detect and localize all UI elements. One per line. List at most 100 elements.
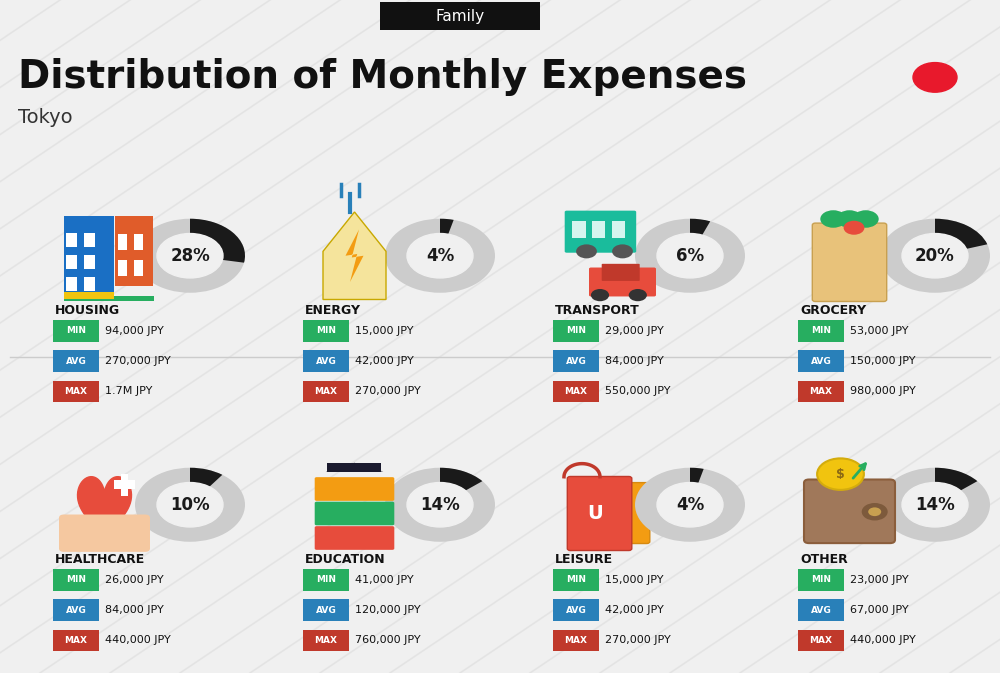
Text: Distribution of Monthly Expenses: Distribution of Monthly Expenses [18,59,747,96]
Text: 15,000 JPY: 15,000 JPY [355,326,414,336]
Bar [66,233,77,247]
Wedge shape [880,219,990,293]
Circle shape [576,244,597,258]
Wedge shape [440,468,482,491]
Circle shape [868,507,881,516]
Circle shape [836,210,862,227]
Circle shape [612,244,633,258]
Text: 67,000 JPY: 67,000 JPY [850,605,909,615]
Wedge shape [635,468,745,542]
Text: MIN: MIN [66,575,86,584]
Polygon shape [323,212,386,299]
Text: MAX: MAX [565,387,588,396]
Text: 29,000 JPY: 29,000 JPY [605,326,664,336]
Circle shape [820,210,846,227]
FancyBboxPatch shape [53,569,99,591]
FancyBboxPatch shape [315,501,394,526]
Bar [115,217,153,287]
FancyBboxPatch shape [553,320,599,342]
Bar [84,233,95,247]
Text: 120,000 JPY: 120,000 JPY [355,605,421,615]
Text: AVG: AVG [811,357,831,365]
Wedge shape [690,468,704,483]
Text: 53,000 JPY: 53,000 JPY [850,326,909,336]
Circle shape [844,221,864,235]
Circle shape [913,63,957,92]
Text: MAX: MAX [810,636,833,645]
FancyBboxPatch shape [380,2,540,30]
Circle shape [902,234,968,278]
Text: 26,000 JPY: 26,000 JPY [105,575,164,585]
Text: Family: Family [435,9,485,24]
Wedge shape [385,219,495,293]
Text: 15,000 JPY: 15,000 JPY [605,575,664,585]
Text: $: $ [836,468,845,481]
Bar [134,234,143,250]
Bar [134,260,143,276]
Text: 42,000 JPY: 42,000 JPY [605,605,664,615]
Wedge shape [190,468,222,487]
Wedge shape [190,219,245,262]
FancyBboxPatch shape [53,630,99,651]
Bar [592,221,605,238]
FancyBboxPatch shape [567,476,632,551]
FancyBboxPatch shape [602,264,640,281]
Bar [612,221,625,238]
Text: 14%: 14% [420,496,460,513]
Circle shape [657,483,723,527]
Text: Tokyo: Tokyo [18,108,73,127]
FancyBboxPatch shape [798,600,844,621]
Wedge shape [880,468,990,542]
Text: MAX: MAX [314,636,338,645]
Text: 270,000 JPY: 270,000 JPY [355,386,421,396]
Text: 28%: 28% [170,247,210,264]
Circle shape [407,234,473,278]
Bar [84,277,95,291]
Wedge shape [690,219,710,235]
Text: MAX: MAX [565,636,588,645]
Text: 760,000 JPY: 760,000 JPY [355,635,421,645]
Text: 4%: 4% [676,496,704,513]
Text: AVG: AVG [566,606,586,614]
Wedge shape [935,219,987,249]
Text: 84,000 JPY: 84,000 JPY [605,356,664,366]
Text: AVG: AVG [66,357,86,365]
Text: MAX: MAX [314,387,338,396]
FancyBboxPatch shape [798,381,844,402]
Polygon shape [346,229,364,282]
FancyBboxPatch shape [553,569,599,591]
Text: MIN: MIN [811,326,831,335]
FancyBboxPatch shape [798,320,844,342]
FancyBboxPatch shape [597,483,650,544]
Text: MIN: MIN [66,326,86,335]
Circle shape [657,234,723,278]
FancyBboxPatch shape [303,351,349,372]
Text: 6%: 6% [676,247,704,264]
Bar [66,255,77,269]
Text: 14%: 14% [915,496,955,513]
Text: 41,000 JPY: 41,000 JPY [355,575,414,585]
Circle shape [591,289,609,302]
Circle shape [407,483,473,527]
Text: AVG: AVG [66,606,86,614]
Text: LEISURE: LEISURE [555,553,613,566]
Text: HEALTHCARE: HEALTHCARE [55,553,145,566]
Polygon shape [326,463,383,472]
Circle shape [902,483,968,527]
Circle shape [853,210,879,227]
Text: U: U [588,504,603,523]
Bar [121,474,128,496]
Bar [64,296,154,302]
Bar [572,221,586,238]
Text: 150,000 JPY: 150,000 JPY [850,356,916,366]
Text: MAX: MAX [64,387,88,396]
Polygon shape [78,476,131,545]
Text: TRANSPORT: TRANSPORT [555,304,640,317]
FancyBboxPatch shape [553,630,599,651]
Text: 10%: 10% [170,496,210,513]
Text: HOUSING: HOUSING [55,304,120,317]
Text: MIN: MIN [811,575,831,584]
Bar [114,481,135,489]
FancyBboxPatch shape [315,477,394,501]
Text: MAX: MAX [64,636,88,645]
